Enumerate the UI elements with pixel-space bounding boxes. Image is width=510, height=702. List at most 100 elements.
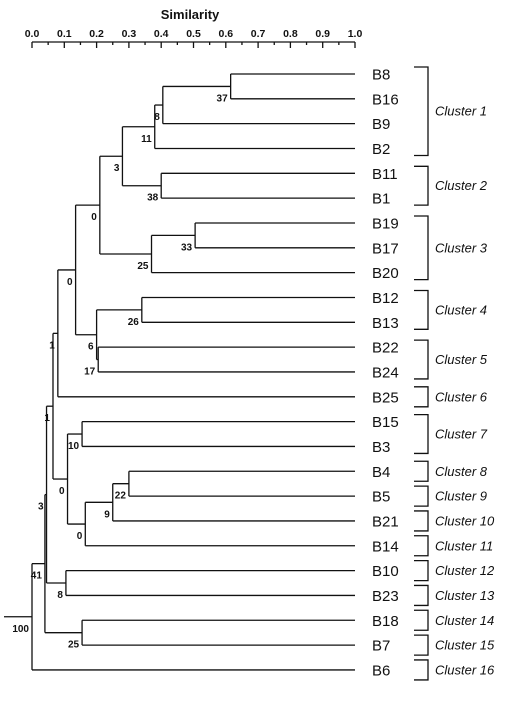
bootstrap-label: 0: [59, 486, 65, 497]
bracket-line: [414, 339, 429, 380]
cluster-label: Cluster 10: [435, 513, 495, 528]
leaf-label: B21: [372, 513, 399, 530]
leaf-label: B11: [372, 166, 398, 183]
cluster-label: Cluster 7: [435, 427, 488, 442]
cluster-label: Cluster 8: [435, 464, 488, 479]
bootstrap-label: 8: [57, 590, 63, 601]
bracket-line: [414, 289, 429, 330]
cluster-bracket: Cluster 1: [414, 66, 487, 157]
bootstrap-label: 9: [104, 509, 110, 520]
cluster-bracket: Cluster 10: [414, 510, 495, 532]
leaf-label: B17: [372, 240, 399, 257]
bracket-line: [414, 559, 429, 582]
bracket-line: [414, 215, 429, 281]
bootstrap-label: 41: [31, 571, 43, 582]
bootstrap-label: 25: [137, 261, 149, 272]
cluster-brackets: Cluster 1 Cluster 2 Cluster 3 Cluster 4 Clus…: [414, 66, 495, 681]
bootstrap-label: 8: [154, 112, 160, 123]
cluster-bracket: Cluster 5: [414, 339, 488, 380]
bracket-line: [414, 609, 429, 631]
cluster-label: Cluster 16: [435, 662, 495, 677]
cluster-bracket: Cluster 11: [414, 535, 493, 557]
bootstrap-label: 38: [147, 193, 159, 204]
leaf-label: B16: [372, 91, 399, 108]
axis-tick-label: 0.9: [315, 28, 330, 40]
cluster-label: Cluster 3: [435, 240, 488, 255]
bracket-line: [414, 165, 429, 206]
cluster-bracket: Cluster 14: [414, 609, 494, 631]
cluster-label: Cluster 14: [435, 613, 494, 628]
cluster-label: Cluster 12: [435, 563, 495, 578]
bootstrap-label: 11: [141, 134, 152, 145]
cluster-bracket: Cluster 13: [414, 584, 495, 607]
bootstrap-label: 6: [88, 342, 94, 353]
cluster-label: Cluster 11: [435, 538, 493, 553]
axis-tick-label: 0.8: [283, 28, 298, 40]
bootstrap-label: 10: [68, 441, 80, 452]
bootstrap-label: 26: [128, 317, 140, 328]
cluster-label: Cluster 15: [435, 638, 495, 653]
bootstrap-label: 0: [91, 212, 97, 223]
leaf-label: B8: [372, 67, 390, 84]
cluster-bracket: Cluster 4: [414, 289, 487, 330]
leaf-label: B22: [372, 340, 399, 357]
cluster-bracket: Cluster 16: [414, 659, 495, 681]
cluster-bracket: Cluster 2: [414, 165, 488, 206]
leaf-label: B6: [372, 662, 390, 679]
bootstrap-label: 3: [114, 163, 120, 174]
axis-tick-label: 0.7: [251, 28, 266, 40]
leaf-label: B9: [372, 116, 390, 133]
leaf-label: B12: [372, 290, 399, 307]
leaf-label: B5: [372, 489, 390, 506]
cluster-label: Cluster 13: [435, 588, 495, 603]
cluster-label: Cluster 9: [435, 489, 487, 504]
similarity-axis: 0.0 0.1 0.2 0.3 0.4 0.5 0.6 0.7 0.8 0.9 1.0: [25, 28, 363, 48]
bootstrap-label: 37: [217, 93, 229, 104]
leaf-label: B18: [372, 613, 399, 630]
cluster-bracket: Cluster 7: [414, 413, 488, 455]
bracket-line: [414, 485, 429, 507]
bootstrap-label: 0: [67, 277, 73, 288]
bootstrap-label: 22: [115, 491, 127, 502]
cluster-label: Cluster 5: [435, 352, 488, 367]
leaf-label: B1: [372, 191, 390, 208]
axis-title: Similarity: [161, 7, 220, 22]
bracket-line: [414, 659, 429, 681]
axis-tick-label: 0.0: [25, 28, 40, 40]
cluster-label: Cluster 1: [435, 104, 487, 119]
leaf-label: B7: [372, 638, 390, 655]
leaf-labels: B8 B16 B9 B2 B11 B1 B19 B17 B20 B12 B13 B22 B24 B25 B1…: [372, 67, 399, 680]
cluster-bracket: Cluster 15: [414, 634, 495, 656]
cluster-bracket: Cluster 9: [414, 485, 487, 507]
axis-tick-label: 0.2: [89, 28, 104, 40]
axis-tick-label: 1.0: [348, 28, 363, 40]
leaf-label: B2: [372, 141, 390, 158]
leaf-label: B25: [372, 389, 399, 406]
leaf-label: B10: [372, 563, 399, 580]
cluster-bracket: Cluster 12: [414, 559, 495, 582]
cluster-bracket: Cluster 3: [414, 215, 488, 281]
leaf-label: B3: [372, 439, 390, 456]
cluster-bracket: Cluster 6: [414, 386, 488, 408]
leaf-label: B19: [372, 215, 399, 232]
cluster-label: Cluster 6: [435, 389, 488, 404]
bracket-line: [414, 510, 429, 532]
cluster-bracket: Cluster 8: [414, 460, 488, 482]
bracket-line: [414, 413, 429, 455]
leaf-label: B20: [372, 265, 399, 282]
axis-tick-label: 0.4: [154, 28, 169, 40]
leaf-label: B15: [372, 414, 399, 431]
bootstrap-label: 1: [49, 340, 55, 351]
bootstrap-label: 100: [12, 624, 29, 635]
bootstrap-label: 0: [77, 531, 83, 542]
axis-tick-label: 0.1: [57, 28, 72, 40]
cluster-label: Cluster 2: [435, 178, 488, 193]
bracket-line: [414, 460, 429, 482]
leaf-label: B13: [372, 315, 399, 332]
bracket-line: [414, 584, 429, 607]
axis-tick-label: 0.6: [218, 28, 233, 40]
axis-tick-label: 0.3: [122, 28, 137, 40]
bracket-line: [414, 634, 429, 656]
